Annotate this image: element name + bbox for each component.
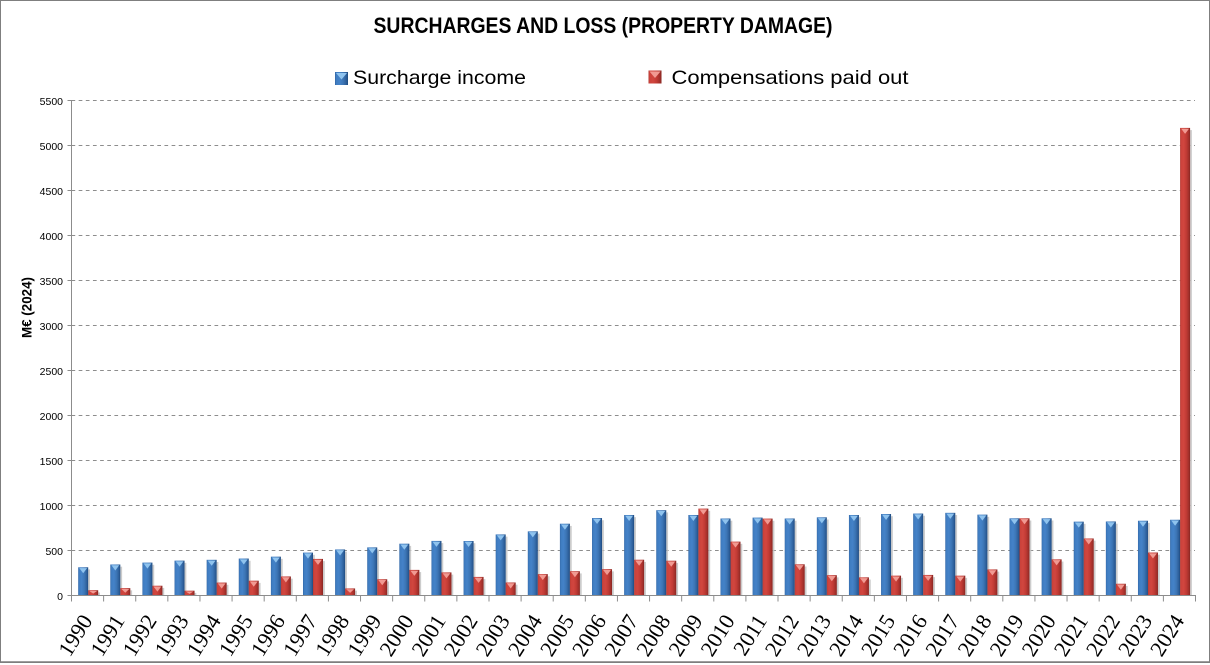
svg-text:3500: 3500 (40, 276, 64, 288)
svg-text:5000: 5000 (40, 141, 64, 153)
svg-text:4000: 4000 (40, 231, 64, 243)
svg-text:5500: 5500 (40, 96, 64, 108)
svg-text:0: 0 (57, 591, 63, 603)
svg-text:1000: 1000 (40, 501, 64, 513)
svg-text:1500: 1500 (40, 456, 64, 468)
svg-text:2000: 2000 (40, 411, 64, 423)
svg-text:500: 500 (45, 546, 63, 558)
svg-text:2500: 2500 (40, 366, 64, 378)
svg-text:3000: 3000 (40, 321, 64, 333)
svg-text:4500: 4500 (40, 186, 64, 198)
svg-text:Surcharge income: Surcharge income (353, 67, 526, 89)
svg-text:Compensations paid out: Compensations paid out (672, 67, 910, 89)
svg-text:M€ (2024): M€ (2024) (19, 277, 35, 338)
svg-text:SURCHARGES AND LOSS (PROPERTY: SURCHARGES AND LOSS (PROPERTY DAMAGE) (374, 13, 833, 38)
